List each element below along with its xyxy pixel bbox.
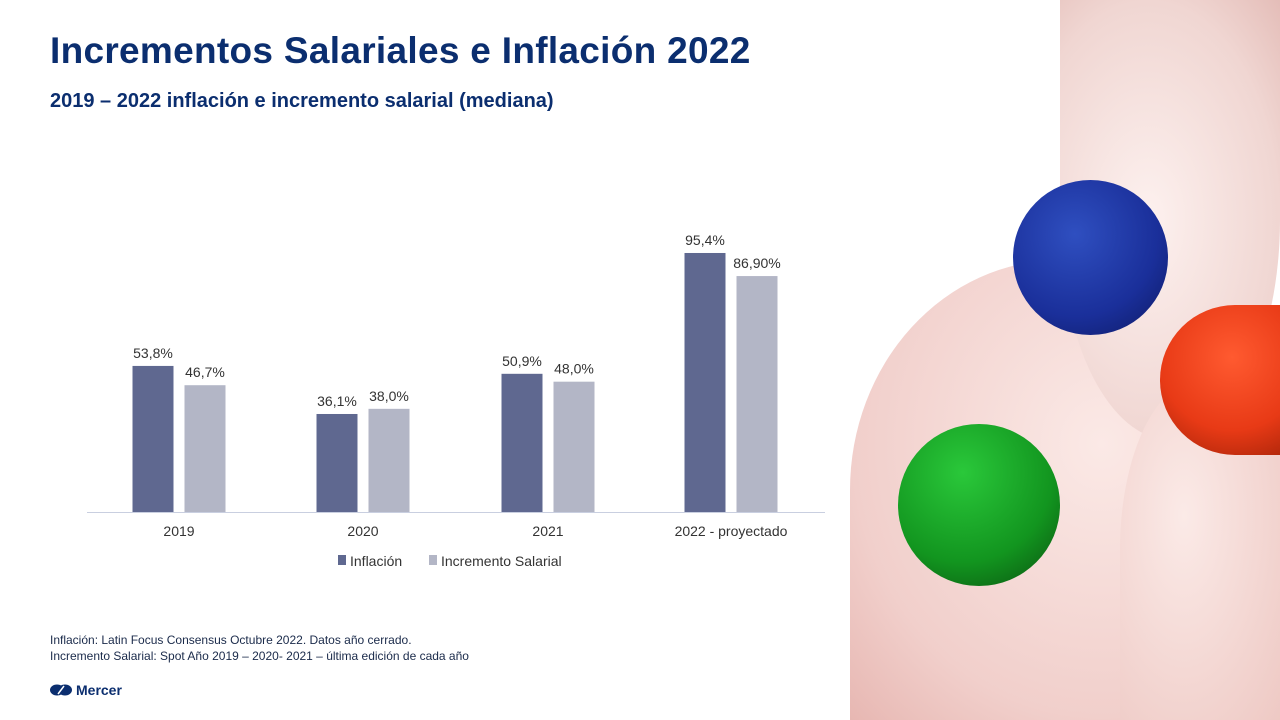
footnote-inflacion: Inflación: Latin Focus Consensus Octubre…	[50, 633, 412, 647]
bar-inflacion-3	[684, 252, 726, 512]
legend-label-inflacion: Inflación	[350, 553, 402, 569]
legend-label-incremento: Incremento Salarial	[441, 553, 562, 569]
data-label: 36,1%	[317, 393, 357, 409]
green-sphere	[898, 424, 1060, 586]
x-tick-label: 2021	[532, 523, 563, 539]
data-label: 46,7%	[185, 364, 225, 380]
red-sphere	[1160, 305, 1280, 455]
mercer-logo-icon	[50, 684, 72, 696]
decorative-image	[820, 0, 1280, 720]
data-label: 50,9%	[502, 353, 542, 369]
bar-incremento-0	[184, 385, 226, 512]
bar-incremento-3	[736, 276, 778, 512]
slide-subtitle: 2019 – 2022 inflación e incremento salar…	[50, 90, 554, 112]
data-label: 86,90%	[733, 255, 780, 271]
legend: Inflación Incremento Salarial	[338, 553, 562, 569]
bar-incremento-2	[553, 381, 595, 512]
bar-inflacion-0	[132, 365, 174, 512]
legend-swatch-incremento	[429, 555, 437, 565]
bar-inflacion-2	[501, 373, 543, 512]
bar-incremento-1	[368, 408, 410, 512]
data-label: 48,0%	[554, 361, 594, 377]
bar-chart: 53,8% 46,7% 2019 36,1% 38,0% 2020 50,9% 48,0% 20…	[87, 232, 825, 569]
bar-inflacion-1	[316, 413, 358, 512]
x-tick-label: 2022 - proyectado	[675, 523, 788, 539]
data-label: 38,0%	[369, 388, 409, 404]
x-tick-label: 2019	[163, 523, 194, 539]
legend-swatch-inflacion	[338, 555, 346, 565]
data-label: 53,8%	[133, 345, 173, 361]
mercer-logo-text: Mercer	[76, 682, 122, 698]
slide-title: Incrementos Salariales e Inflación 2022	[50, 30, 751, 71]
x-tick-label: 2020	[347, 523, 378, 539]
blue-sphere	[1013, 180, 1168, 335]
footnote-incremento: Incremento Salarial: Spot Año 2019 – 202…	[50, 649, 469, 663]
data-label: 95,4%	[685, 232, 725, 248]
mercer-logo: Mercer	[50, 682, 122, 698]
